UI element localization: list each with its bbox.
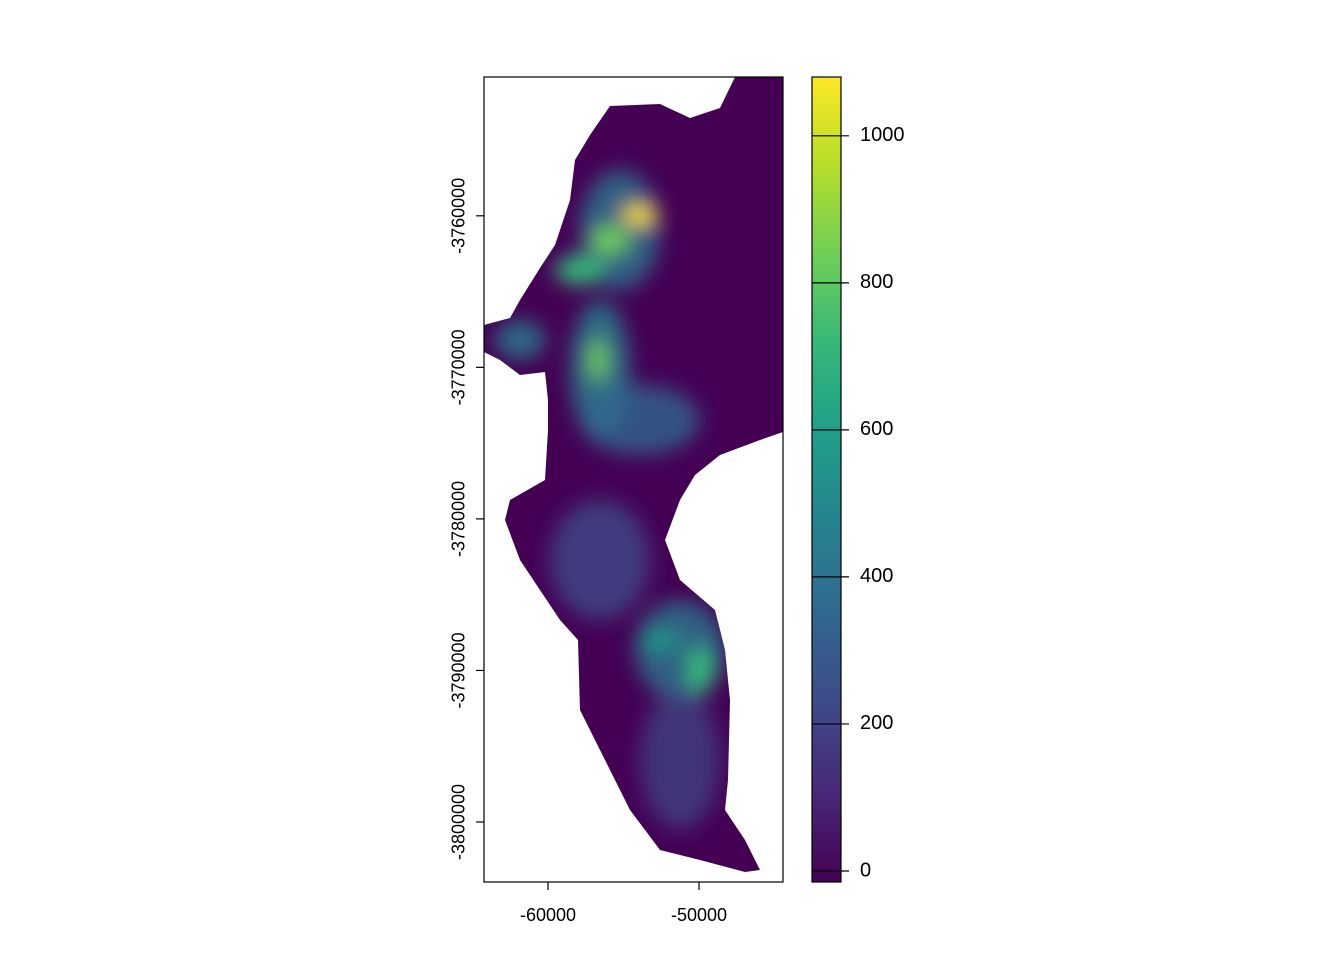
x-tick-label: -60000 [520,905,576,925]
elevation-raster [484,77,783,872]
colorbar-tick-label: 200 [860,712,893,734]
y-tick-label: -3800000 [449,784,469,860]
colorbar-tick-label: 0 [860,859,871,881]
y-tick-label: -3770000 [449,329,469,405]
colorbar-tick-label: 600 [860,418,893,440]
x-tick-label: -50000 [671,905,727,925]
y-tick-label: -3790000 [449,632,469,708]
colorbar [811,76,842,883]
colorbar-tick-label: 400 [860,565,893,587]
colorbar-tick-label: 800 [860,271,893,293]
colorbar-tick-label: 1000 [860,124,905,146]
y-tick-label: -3760000 [449,178,469,254]
y-tick-label: -3780000 [449,481,469,557]
plot-frame [483,76,784,883]
